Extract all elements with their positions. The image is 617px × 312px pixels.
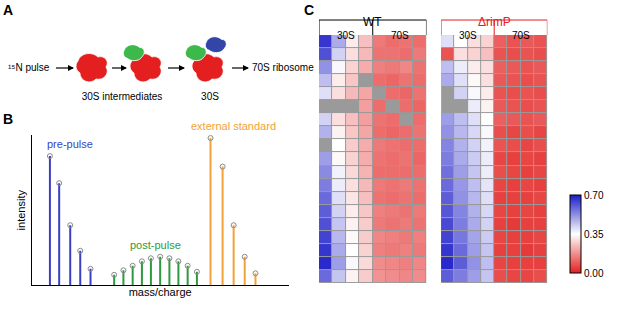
svg-text:70S ribosome: 70S ribosome bbox=[252, 62, 314, 73]
svg-text:30S: 30S bbox=[337, 30, 355, 41]
svg-text:30S intermediates: 30S intermediates bbox=[82, 91, 163, 102]
svg-text:C: C bbox=[304, 2, 314, 18]
svg-text:0.35: 0.35 bbox=[584, 229, 604, 240]
svg-text:0.70: 0.70 bbox=[584, 190, 604, 201]
svg-text:B: B bbox=[3, 111, 13, 127]
svg-text:post-pulse: post-pulse bbox=[130, 239, 181, 251]
svg-text:intensity: intensity bbox=[15, 190, 27, 231]
svg-text:A: A bbox=[3, 2, 13, 18]
svg-text:pre-pulse: pre-pulse bbox=[47, 138, 93, 150]
svg-text:30S: 30S bbox=[201, 91, 219, 102]
svg-text:mass/charge: mass/charge bbox=[129, 286, 192, 298]
svg-text:30S: 30S bbox=[459, 30, 477, 41]
svg-text:WT: WT bbox=[363, 15, 382, 29]
svg-text:70S: 70S bbox=[512, 30, 530, 41]
svg-text:70S: 70S bbox=[391, 30, 409, 41]
svg-text:0.00: 0.00 bbox=[584, 268, 604, 279]
svg-text:¹⁵N pulse: ¹⁵N pulse bbox=[8, 62, 50, 73]
svg-text:ΔrimP: ΔrimP bbox=[478, 15, 511, 29]
svg-text:external standard: external standard bbox=[191, 120, 276, 132]
